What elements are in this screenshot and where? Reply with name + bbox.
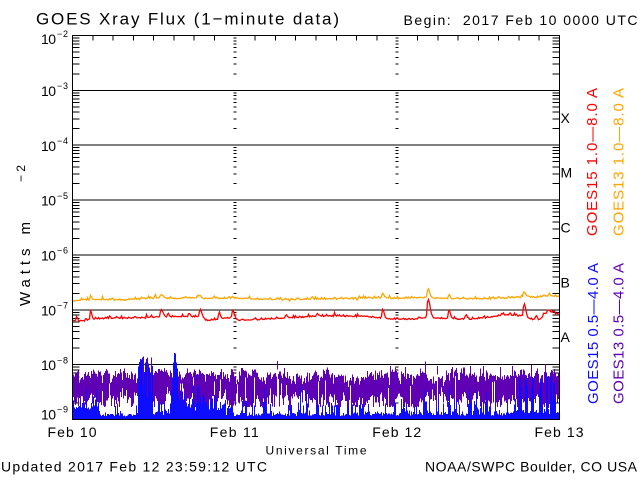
svg-text:GOES15 1.0—8.0 A: GOES15 1.0—8.0 A [584, 88, 601, 236]
svg-text:B: B [561, 274, 570, 290]
svg-text:−3: −3 [57, 81, 68, 91]
svg-text:−8: −8 [57, 355, 68, 365]
svg-text:−6: −6 [57, 246, 68, 256]
svg-text:Universal Time: Universal Time [266, 444, 367, 458]
svg-text:M: M [561, 165, 573, 181]
svg-text:−7: −7 [57, 301, 68, 311]
svg-text:A: A [561, 329, 571, 345]
svg-text:10: 10 [41, 407, 56, 423]
svg-text:GOES13 1.0—8.0 A: GOES13 1.0—8.0 A [611, 88, 628, 236]
svg-text:GOES15 0.5—4.0 A: GOES15 0.5—4.0 A [585, 263, 602, 404]
svg-text:Feb 12: Feb 12 [372, 424, 421, 440]
svg-text:10: 10 [41, 138, 56, 154]
svg-text:−2: −2 [14, 165, 28, 182]
svg-text:−4: −4 [57, 136, 68, 146]
svg-text:C: C [561, 220, 571, 236]
svg-text:X: X [561, 110, 571, 126]
svg-text:10: 10 [41, 302, 56, 318]
svg-text:Feb 11: Feb 11 [210, 424, 259, 440]
svg-text:Feb 10: Feb 10 [48, 424, 97, 440]
svg-text:Feb 13: Feb 13 [535, 424, 584, 440]
svg-text:Updated 2017 Feb 12 23:59:12 U: Updated 2017 Feb 12 23:59:12 UTC [1, 459, 267, 475]
svg-text:−2: −2 [57, 29, 68, 39]
svg-text:Watts m: Watts m [17, 222, 34, 306]
svg-text:GOES Xray Flux (1−minute data): GOES Xray Flux (1−minute data) [36, 10, 339, 29]
svg-text:Begin: 2017 Feb 10 0000 UTC: Begin: 2017 Feb 10 0000 UTC [404, 12, 638, 28]
svg-text:−9: −9 [57, 405, 68, 415]
svg-text:GOES13 0.5—4.0 A: GOES13 0.5—4.0 A [611, 263, 628, 404]
svg-text:10: 10 [41, 248, 56, 264]
svg-text:10: 10 [41, 357, 56, 373]
svg-text:NOAA/SWPC Boulder, CO USA: NOAA/SWPC Boulder, CO USA [425, 459, 638, 475]
svg-text:10: 10 [41, 193, 56, 209]
svg-text:10: 10 [41, 31, 56, 47]
svg-text:10: 10 [41, 83, 56, 99]
svg-text:−5: −5 [57, 191, 68, 201]
